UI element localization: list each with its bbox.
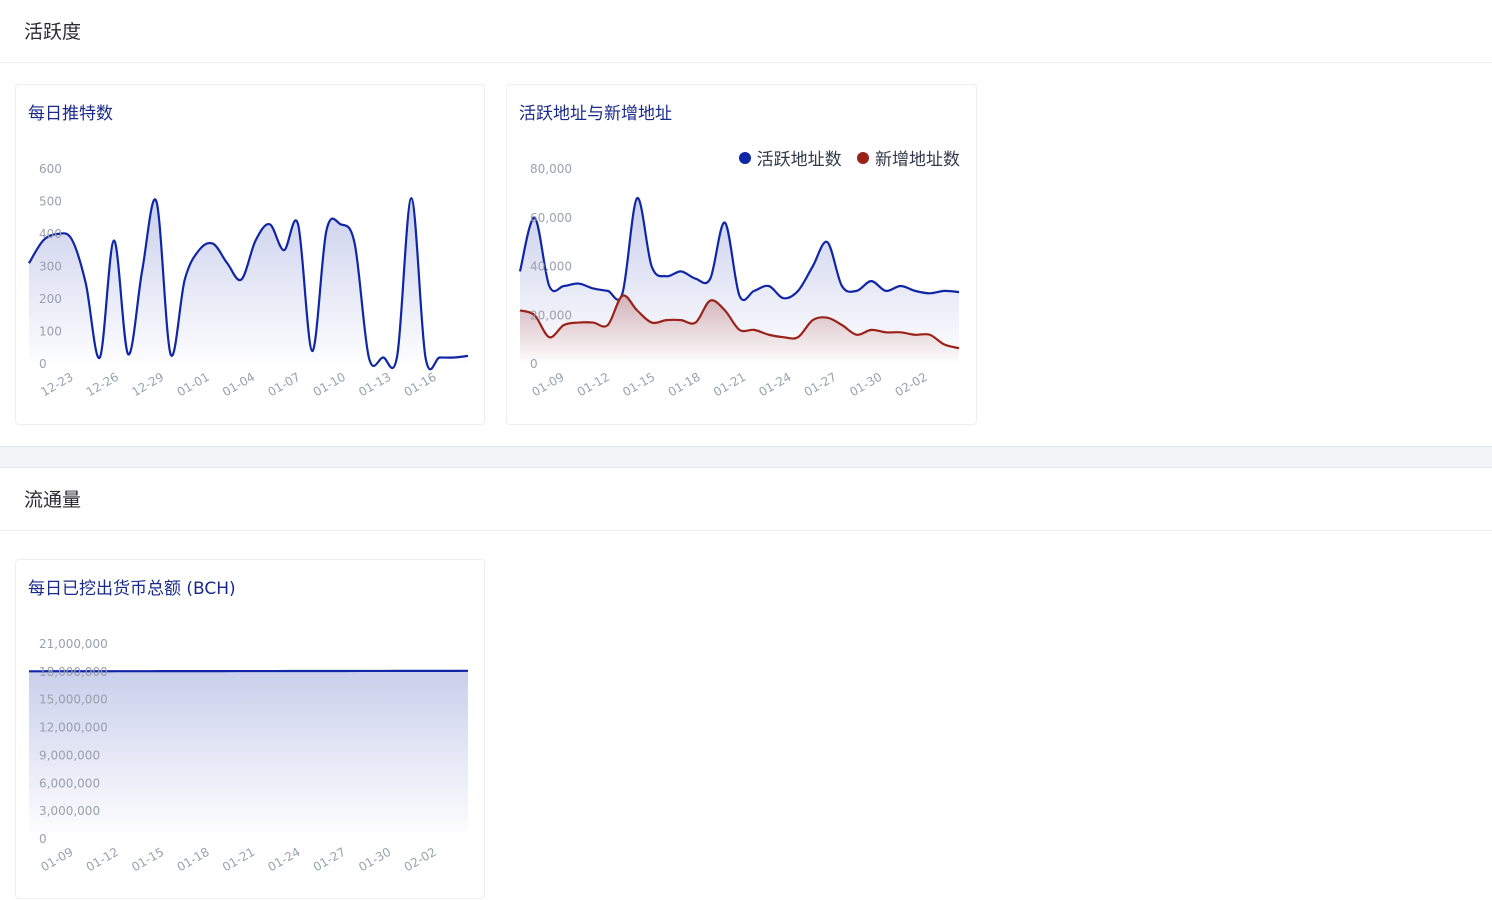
y-tick-label: 21,000,000 <box>39 637 108 651</box>
x-tick-label: 01-21 <box>220 845 257 875</box>
x-tick-label: 01-07 <box>265 370 302 400</box>
x-tick-label: 12-23 <box>38 370 75 400</box>
x-tick-label: 01-16 <box>402 370 439 400</box>
chart-svg-active-new-addresses: 0 20,000 40,000 60,000 80,000 01-09 01-12 01-15… <box>507 85 978 426</box>
section-title-activity: 活跃度 <box>24 17 81 44</box>
x-tick-label: 01-30 <box>847 370 884 400</box>
section-divider <box>0 446 1492 468</box>
y-tick-label: 40,000 <box>530 260 572 274</box>
x-tick-label: 01-27 <box>311 845 348 875</box>
x-tick-label: 12-29 <box>129 370 166 400</box>
x-tick-label: 01-09 <box>38 845 75 875</box>
x-tick-label: 01-15 <box>620 370 657 400</box>
x-tick-label: 01-24 <box>756 370 793 400</box>
y-tick-label: 18,000,000 <box>39 665 108 679</box>
section-header-activity: 活跃度 <box>0 0 1492 63</box>
x-tick-label: 01-15 <box>129 845 166 875</box>
y-tick-label: 20,000 <box>530 308 572 322</box>
x-tick-label: 01-12 <box>84 845 121 875</box>
chart-svg-daily-mined-total: 0 3,000,000 6,000,000 9,000,000 12,000,000 15… <box>16 560 486 900</box>
y-tick-label: 80,000 <box>530 162 572 176</box>
y-tick-label: 0 <box>39 357 47 371</box>
y-tick-label: 15,000,000 <box>39 693 108 707</box>
x-tick-label: 01-24 <box>265 845 302 875</box>
x-tick-label: 02-02 <box>893 370 930 400</box>
section-header-circulation: 流通量 <box>0 467 1492 531</box>
x-tick-label: 01-21 <box>711 370 748 400</box>
y-tick-label: 100 <box>39 325 62 339</box>
y-tick-label: 200 <box>39 292 62 306</box>
section-title-circulation: 流通量 <box>24 485 81 512</box>
x-tick-label: 01-01 <box>175 370 212 400</box>
x-tick-label: 01-18 <box>666 370 703 400</box>
y-tick-label: 0 <box>39 832 47 846</box>
y-tick-label: 0 <box>530 357 538 371</box>
x-tick-label: 01-04 <box>220 370 257 400</box>
x-tick-label: 01-12 <box>575 370 612 400</box>
y-tick-label: 9,000,000 <box>39 748 100 762</box>
x-tick-label: 01-27 <box>802 370 839 400</box>
y-tick-label: 600 <box>39 162 62 176</box>
x-tick-label: 01-13 <box>356 370 393 400</box>
y-tick-label: 500 <box>39 195 62 209</box>
x-tick-label: 12-26 <box>84 370 121 400</box>
x-tick-label: 01-10 <box>311 370 348 400</box>
x-tick-label: 01-18 <box>175 845 212 875</box>
series-line-active-new-addresses-0[interactable] <box>520 198 959 300</box>
y-tick-label: 60,000 <box>530 211 572 225</box>
chart-svg-daily-tweets: 0 100 200 300 400 500 600 12-23 12-26 12-29 01-01 0… <box>16 85 486 426</box>
y-tick-label: 6,000,000 <box>39 776 100 790</box>
y-tick-label: 300 <box>39 260 62 274</box>
y-tick-label: 12,000,000 <box>39 721 108 735</box>
y-tick-label: 3,000,000 <box>39 804 100 818</box>
x-tick-label: 02-02 <box>402 845 439 875</box>
y-tick-label: 400 <box>39 227 62 241</box>
x-tick-label: 01-09 <box>529 370 566 400</box>
x-tick-label: 01-30 <box>356 845 393 875</box>
